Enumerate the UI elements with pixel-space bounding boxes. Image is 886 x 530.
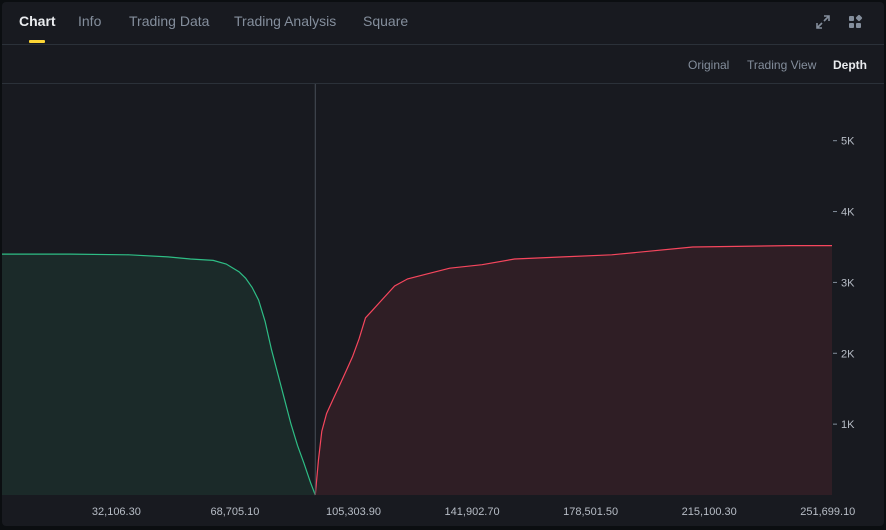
ask-depth-line [314, 245, 832, 496]
y-tick-label: 4K [841, 207, 855, 219]
ask-depth-area [315, 245, 832, 495]
y-tick-label: 2K [841, 348, 855, 360]
y-tick-label: 5K [841, 136, 855, 148]
expand-icon[interactable] [815, 14, 831, 30]
view-trading-view[interactable]: Trading View [747, 58, 817, 72]
chart-view-switcher: Original Trading View Depth [2, 45, 884, 84]
x-tick-label: 251,699.10 [800, 506, 855, 518]
depth-chart[interactable]: 1K 2K 3K 4K 5K 32,106.30 68,705.10 105,303.90 14… [2, 84, 884, 526]
tab-trading-data[interactable]: Trading Data [129, 13, 210, 29]
tab-info[interactable]: Info [78, 13, 102, 29]
bid-depth-area [2, 254, 316, 495]
tab-trading-analysis[interactable]: Trading Analysis [234, 13, 337, 29]
x-tick-label: 68,705.10 [210, 506, 259, 518]
x-tick-label: 32,106.30 [92, 506, 141, 518]
tab-chart[interactable]: Chart [19, 13, 56, 29]
x-tick-label: 178,501.50 [563, 506, 618, 518]
active-tab-indicator [29, 40, 45, 43]
layout-grid-icon[interactable] [847, 14, 863, 30]
tab-square[interactable]: Square [363, 13, 409, 29]
view-depth[interactable]: Depth [833, 58, 867, 72]
x-tick-label: 141,902.70 [445, 506, 500, 518]
y-tick-label: 1K [841, 419, 855, 431]
x-tick-label: 105,303.90 [326, 506, 381, 518]
x-tick-label: 215,100.30 [682, 506, 737, 518]
y-tick-label: 3K [841, 277, 855, 289]
view-original[interactable]: Original [688, 58, 730, 72]
tab-bar: Chart Info Trading Data Trading Analysis… [2, 2, 884, 45]
bid-depth-line [2, 253, 316, 496]
